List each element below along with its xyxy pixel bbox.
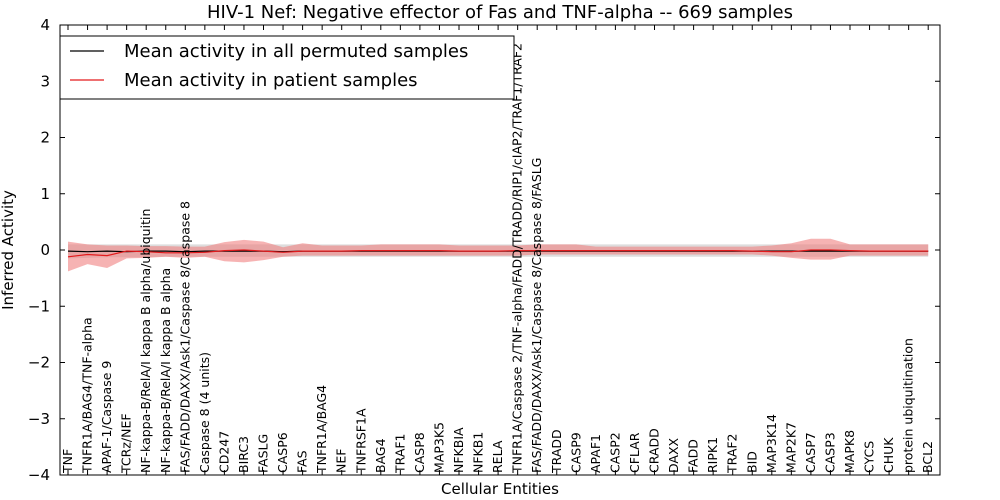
x-tick-label: TRADD xyxy=(549,429,564,474)
x-tick-label: FAS/FADD/DAXX/Ask1/Caspase 8/Caspase 8 xyxy=(177,201,192,473)
x-tick-label: TCRz/NEF xyxy=(119,413,134,474)
legend-frame xyxy=(59,35,515,100)
x-tick-label: BCL2 xyxy=(920,441,935,473)
y-axis-label: Inferred Activity xyxy=(0,190,17,310)
x-tick-label: BAG4 xyxy=(373,438,388,473)
x-tick-label: NFKB1 xyxy=(471,432,486,473)
band-patient xyxy=(68,238,929,272)
series-lines xyxy=(67,249,929,258)
x-tick-label: CASP2 xyxy=(607,432,622,473)
x-tick-label: CFLAR xyxy=(627,432,642,473)
x-tick-label: APAF1 xyxy=(588,434,603,473)
x-tick-label: BIRC3 xyxy=(236,436,251,473)
x-tick-label: TNFR1A/BAG4/TNF-alpha xyxy=(80,317,95,474)
x-tick-label: FASLG xyxy=(256,434,271,473)
x-tick-label: MAPK8 xyxy=(842,430,857,473)
x-tick-label: FADD xyxy=(686,439,701,473)
x-tick-label: CHUK xyxy=(881,437,896,473)
x-tick-label: Caspase 8 (4 units) xyxy=(197,352,212,473)
x-tick-label: CYCS xyxy=(862,441,877,473)
plot-frame xyxy=(59,24,941,476)
x-tick-label: TNFR1A/BAG4 xyxy=(314,385,329,474)
legend: Mean activity in all permuted samples Me… xyxy=(59,35,515,100)
x-tick-label: DAXX xyxy=(666,437,681,473)
x-tick-label: MAP3K5 xyxy=(431,422,446,473)
x-axis-label: Cellular Entities xyxy=(441,480,559,498)
x-tick-label: MAP3K14 xyxy=(764,414,779,473)
y-tick-label: −3 xyxy=(28,410,50,428)
x-tick-label: NFKBIA xyxy=(451,427,466,473)
x-tick-label: NF-kappa-B/RelA/I kappa B alpha/ubiquiti… xyxy=(138,209,153,473)
chart-title: HIV-1 Nef: Negative effector of Fas and … xyxy=(207,2,793,23)
x-tick-label: CASP7 xyxy=(803,432,818,473)
x-tick-label: FAS/FADD/DAXX/Ask1/Caspase 8/Caspase 8/F… xyxy=(529,158,544,473)
x-tick-label: BID xyxy=(744,451,759,473)
x-tick-label: RELA xyxy=(490,440,505,473)
x-tick-label: TNF xyxy=(60,449,75,474)
y-tick-label: 0 xyxy=(40,241,50,259)
x-tick-label: TNFR1A/Caspase 2/TNF-alpha/FADD/TRADD/RI… xyxy=(510,43,525,474)
x-tick-label: CRADD xyxy=(647,428,662,473)
y-tick-label: 4 xyxy=(40,16,50,34)
x-axis: TNF TNFR1A/BAG4/TNF-alpha APAF-1/Caspase 9… xyxy=(60,25,935,475)
x-tick-label: CASP3 xyxy=(823,432,838,473)
x-tick-label: CD247 xyxy=(216,431,231,473)
y-tick-label: −1 xyxy=(28,297,50,315)
x-tick-label: CASP6 xyxy=(275,432,290,473)
y-tick-label: −4 xyxy=(28,466,50,484)
x-tick-label: TRAF1 xyxy=(392,433,407,474)
y-axis: −4 −3 −2 −1 0 1 2 3 4 xyxy=(28,16,940,484)
confidence-bands xyxy=(68,238,929,272)
x-tick-label: MAP2K7 xyxy=(783,422,798,473)
line-patient xyxy=(67,249,929,258)
y-tick-label: 1 xyxy=(40,185,50,203)
y-tick-label: −2 xyxy=(28,354,50,372)
x-tick-label: TRAF2 xyxy=(725,433,740,474)
legend-label-permuted: Mean activity in all permuted samples xyxy=(124,41,468,62)
x-tick-label: TNFRSF1A xyxy=(353,408,368,474)
x-tick-label: NF-kappa-B/RelA/I kappa B alpha xyxy=(158,268,173,473)
x-tick-label: CASP9 xyxy=(568,432,583,473)
legend-label-patient: Mean activity in patient samples xyxy=(124,70,418,91)
x-tick-label: FAS xyxy=(295,450,310,473)
x-tick-label: protein ubiquitination xyxy=(901,338,916,473)
x-tick-label: APAF-1/Caspase 9 xyxy=(99,361,114,473)
x-tick-label: NEF xyxy=(334,449,349,473)
x-tick-label: RIPK1 xyxy=(705,437,720,473)
y-tick-label: 2 xyxy=(40,129,50,147)
y-tick-label: 3 xyxy=(40,72,50,90)
x-tick-label: CASP8 xyxy=(412,432,427,473)
